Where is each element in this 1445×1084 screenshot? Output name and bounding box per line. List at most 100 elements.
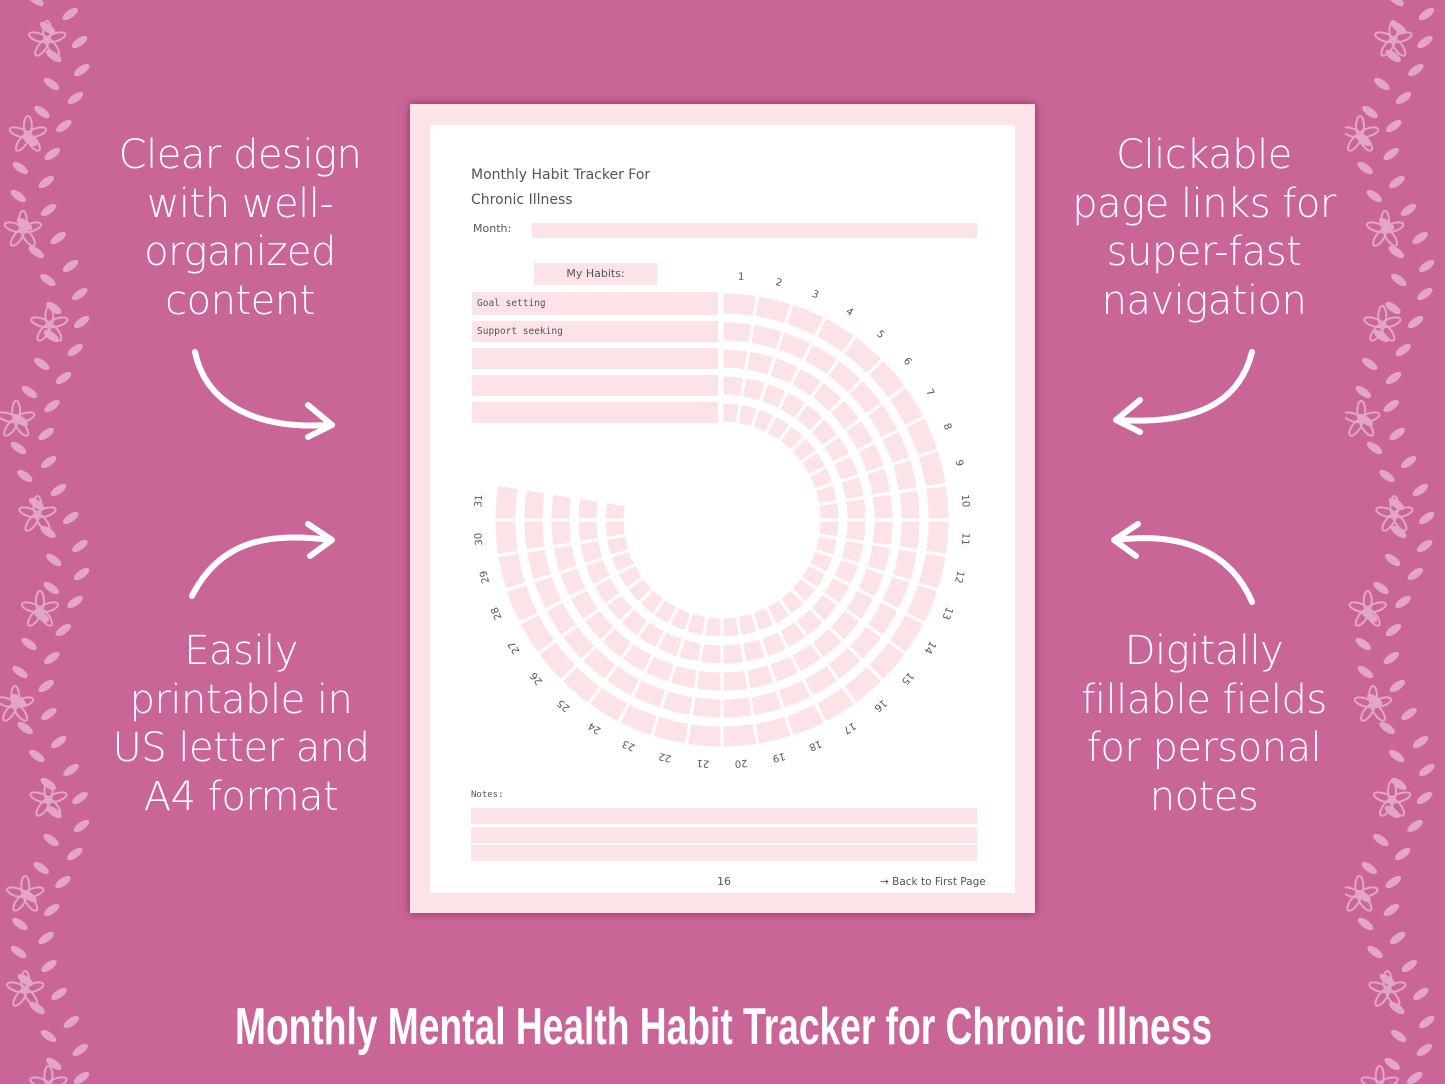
habit-day-cell[interactable] [495, 550, 529, 593]
habit-day-cell[interactable] [550, 541, 581, 576]
leaf-icon [40, 273, 56, 287]
day-label: 24 [586, 720, 603, 736]
habit-day-cell[interactable] [896, 518, 923, 553]
leaf-icon [29, 749, 45, 763]
day-label: 8 [941, 422, 954, 432]
leaf-icon [1379, 469, 1395, 483]
day-label: 10 [959, 494, 971, 508]
habit-day-cell[interactable] [922, 518, 952, 558]
leaf-icon [1357, 665, 1374, 679]
habit-day-cell[interactable] [816, 499, 842, 522]
leaf-icon [1385, 49, 1401, 63]
habit-day-cell[interactable] [575, 518, 602, 545]
leaf-icon [1357, 917, 1374, 931]
leaf-icon [21, 637, 37, 651]
leaf-icon [1366, 189, 1382, 203]
leaf-icon [44, 399, 60, 413]
habit-day-cell[interactable] [523, 546, 555, 584]
leaf-icon [1394, 847, 1411, 861]
day-label: 5 [874, 329, 886, 342]
flower-icon [1345, 126, 1363, 139]
leaf-icon [44, 147, 61, 161]
notes-field-1[interactable] [471, 808, 977, 824]
habit-day-cell[interactable] [720, 694, 755, 721]
tracker-title-line1: Monthly Habit Tracker For [471, 167, 651, 183]
habit-field[interactable]: Goal setting [472, 292, 718, 315]
leaf-icon [71, 35, 88, 49]
leaf-icon [1366, 441, 1383, 455]
day-label: 18 [807, 737, 823, 752]
notes-label: Notes: [471, 790, 504, 800]
habit-day-cell[interactable] [548, 491, 575, 522]
leaf-icon [1390, 777, 1407, 791]
habit-day-cell[interactable] [869, 491, 896, 522]
habit-day-cell[interactable] [889, 456, 921, 494]
leaf-icon [1407, 567, 1424, 581]
habit-day-cell[interactable] [752, 713, 795, 747]
leaf-icon [1413, 987, 1429, 1001]
habit-day-cell[interactable] [720, 614, 743, 640]
leaf-icon [1373, 329, 1390, 343]
leaf-icon [38, 427, 54, 441]
habit-day-cell[interactable] [720, 667, 751, 694]
habit-day-cell[interactable] [720, 290, 760, 320]
leaf-icon [1401, 959, 1418, 973]
flower-icon [27, 31, 50, 44]
feature-line: printable in [129, 676, 353, 723]
leaf-icon [55, 371, 72, 385]
leaf-icon [1395, 343, 1411, 357]
leaf-icon [46, 553, 62, 567]
leaf-icon [62, 7, 78, 21]
day-label: 17 [841, 720, 858, 736]
habit-day-cell[interactable] [896, 487, 923, 522]
habit-field[interactable] [472, 375, 718, 396]
leaf-icon [43, 581, 59, 595]
habit-field[interactable]: Support seeking [472, 321, 718, 342]
habit-day-cell[interactable] [602, 499, 628, 522]
flower-icon [1360, 1076, 1382, 1084]
habit-day-cell[interactable] [720, 720, 760, 750]
habit-day-cell[interactable] [575, 495, 602, 522]
leaf-icon [1407, 1071, 1423, 1084]
leaf-icon [1389, 931, 1406, 945]
leaf-icon [38, 931, 54, 945]
habit-day-cell[interactable] [492, 518, 522, 558]
habit-day-cell[interactable] [863, 464, 894, 499]
leaf-icon [46, 301, 62, 315]
habit-day-cell[interactable] [842, 495, 869, 522]
habit-day-cell[interactable] [915, 447, 949, 490]
habit-day-cell[interactable] [521, 518, 548, 553]
day-label: 30 [473, 532, 485, 546]
day-label: 1 [737, 272, 744, 283]
habit-day-cell[interactable] [720, 640, 747, 667]
back-to-first-page-link[interactable]: → Back to First Page [880, 876, 986, 888]
flower-icon [1363, 316, 1385, 329]
feature-line: page links for [1072, 180, 1336, 227]
habit-day-cell[interactable] [548, 518, 575, 549]
flower-icon [46, 1076, 68, 1084]
notes-field-3[interactable] [471, 845, 977, 861]
leaf-icon [33, 861, 49, 875]
leaf-icon [1407, 819, 1423, 833]
habit-day-cell[interactable] [602, 518, 628, 541]
habit-day-cell[interactable] [922, 482, 952, 522]
habit-field[interactable] [472, 348, 718, 369]
leaf-icon [40, 203, 57, 217]
feature-line: navigation [1101, 277, 1307, 324]
habit-day-cell[interactable] [492, 482, 522, 522]
habit-field[interactable] [472, 402, 718, 423]
leaf-icon [1417, 35, 1433, 49]
month-field[interactable] [532, 223, 977, 238]
leaf-icon [21, 385, 38, 399]
habit-day-cell[interactable] [743, 661, 778, 692]
leaf-icon [1416, 539, 1433, 553]
leaf-icon [1361, 861, 1378, 875]
habit-day-cell[interactable] [521, 487, 548, 522]
habit-day-cell[interactable] [748, 687, 786, 719]
notes-field-2[interactable] [471, 827, 977, 843]
habit-day-cell[interactable] [689, 694, 724, 721]
leaf-icon [55, 875, 71, 889]
leaf-icon [17, 469, 33, 483]
habit-day-cell[interactable] [720, 319, 755, 346]
habit-day-cell[interactable] [684, 720, 724, 750]
